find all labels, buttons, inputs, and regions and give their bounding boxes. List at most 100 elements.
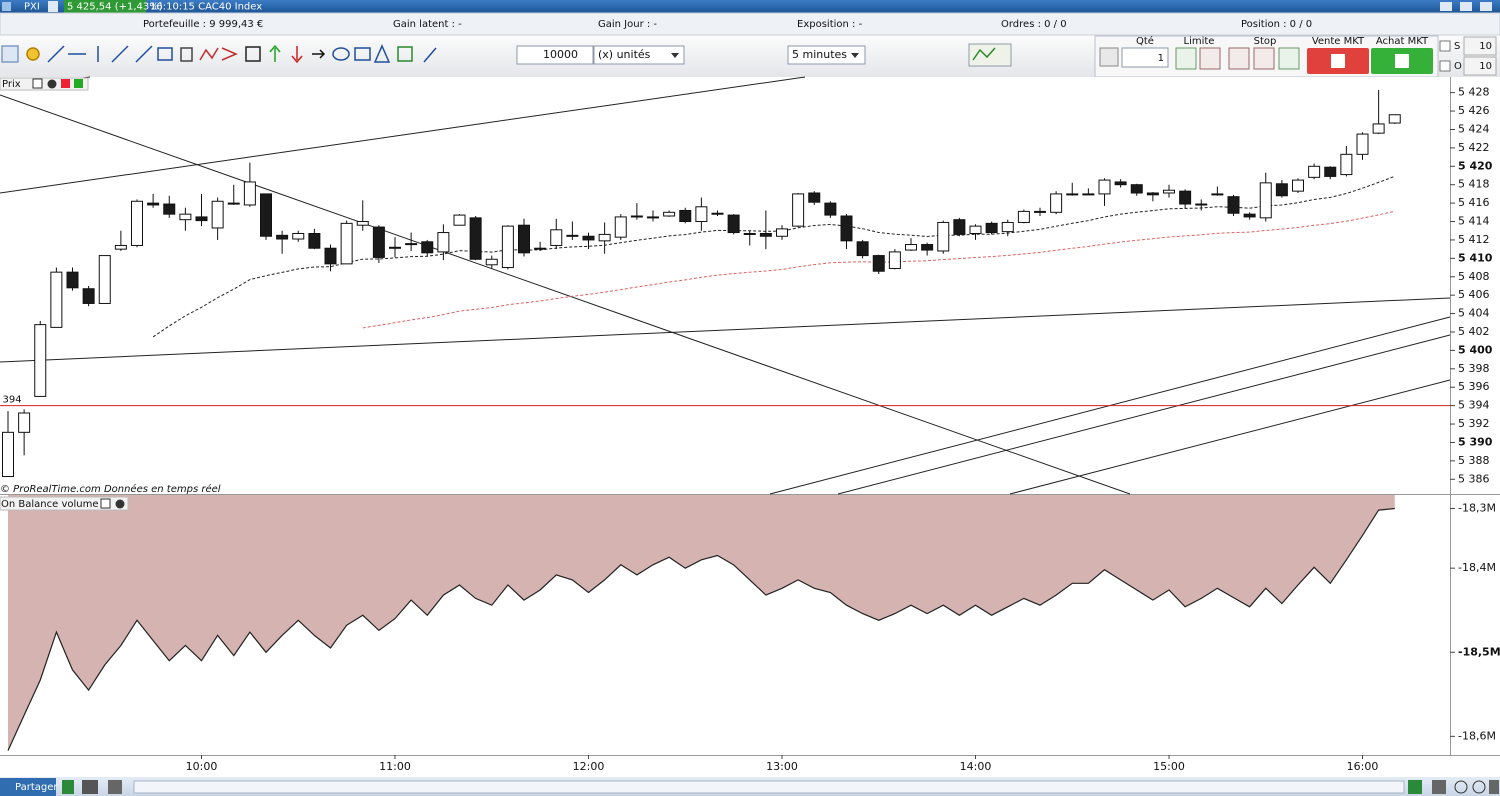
panel-down-button[interactable] xyxy=(61,79,70,88)
candle-body xyxy=(18,412,31,433)
y-tick-label: 5 390 xyxy=(1458,435,1493,448)
obv-area xyxy=(8,495,1395,751)
position[interactable]: Position : 0 / 0 xyxy=(1241,19,1312,30)
candle-body xyxy=(582,235,595,241)
delete-tool[interactable] xyxy=(180,47,193,62)
zoom-out[interactable] xyxy=(1472,780,1486,794)
fan-tool[interactable] xyxy=(221,47,238,61)
candle-body xyxy=(840,215,853,242)
pointer-tool[interactable] xyxy=(1,45,19,63)
minimize[interactable] xyxy=(1440,2,1452,11)
orders[interactable]: Ordres : 0 / 0 xyxy=(1001,19,1067,30)
settings-button[interactable] xyxy=(1099,47,1119,67)
indicator-button[interactable] xyxy=(968,43,1012,67)
buy-arrow-tool[interactable] xyxy=(269,44,281,62)
candle-body xyxy=(163,203,176,215)
scrollbar[interactable] xyxy=(133,780,1405,794)
channel-tool[interactable] xyxy=(111,45,129,63)
fib-tool[interactable] xyxy=(135,45,153,63)
info-bar xyxy=(0,12,1500,36)
o-input[interactable] xyxy=(1463,56,1497,76)
pattern-tool[interactable] xyxy=(397,46,413,62)
footer-icon[interactable] xyxy=(108,780,122,794)
candle-body xyxy=(1130,184,1143,194)
candle-body xyxy=(372,226,385,258)
limit-buy[interactable] xyxy=(1175,47,1197,70)
candle-body xyxy=(598,233,611,242)
qty-input[interactable] xyxy=(1121,47,1169,68)
candle-body xyxy=(727,214,740,234)
y-tick-label: 5 406 xyxy=(1458,288,1490,301)
symbol[interactable]: PXI xyxy=(24,2,40,13)
quantity-input[interactable] xyxy=(516,45,594,65)
s-value: 10 xyxy=(1479,41,1492,52)
s-input[interactable] xyxy=(1463,36,1497,56)
panel-window-button[interactable] xyxy=(32,78,43,89)
candle-body xyxy=(1227,196,1240,214)
info-icon[interactable] xyxy=(48,1,58,12)
stop-other[interactable] xyxy=(1278,47,1300,70)
stop-sell[interactable] xyxy=(1253,47,1275,70)
trendline xyxy=(0,76,806,194)
hammer-tool[interactable] xyxy=(157,47,173,61)
ray-tool[interactable] xyxy=(423,47,437,63)
footer-icon[interactable] xyxy=(1432,780,1446,794)
y-tick-label: 5 394 xyxy=(1458,399,1490,412)
candle-body xyxy=(50,271,63,328)
y-tick-label: 5 424 xyxy=(1458,122,1490,135)
time-instrument: 16:10:15 CAC40 Index xyxy=(150,2,262,13)
arrow-tool[interactable] xyxy=(312,49,326,59)
limit-sell[interactable] xyxy=(1199,47,1221,70)
maximize[interactable] xyxy=(1460,2,1472,11)
y-tick-label: 5 408 xyxy=(1458,270,1490,283)
candle-body xyxy=(1388,114,1401,124)
y-tick-label: 5 400 xyxy=(1458,343,1493,356)
y-tick-label: 5 418 xyxy=(1458,178,1490,191)
rectangle-tool[interactable] xyxy=(354,47,371,61)
zoom-in[interactable] xyxy=(1454,780,1468,794)
quantity: 10000 xyxy=(543,48,578,61)
triangle-tool[interactable] xyxy=(373,44,391,63)
footer-icon[interactable] xyxy=(1408,780,1422,794)
unit-select[interactable] xyxy=(593,45,685,65)
close[interactable] xyxy=(1480,2,1492,11)
candle-body xyxy=(1195,203,1208,206)
candle-body xyxy=(195,216,208,222)
o-label: O xyxy=(1454,61,1462,72)
candle-body xyxy=(276,234,289,240)
dropdown-arrow xyxy=(671,53,679,58)
candle-body xyxy=(953,219,966,235)
quote-box xyxy=(64,0,146,13)
stop-buy[interactable] xyxy=(1228,47,1250,70)
dropdown-arrow xyxy=(851,53,859,58)
footer-icon[interactable] xyxy=(82,780,98,794)
trendline xyxy=(1009,379,1451,495)
sell-arrow-tool[interactable] xyxy=(291,46,303,64)
period-select[interactable] xyxy=(787,45,866,65)
candle-body xyxy=(421,241,434,254)
candle-body xyxy=(1146,192,1159,196)
s-checkbox[interactable] xyxy=(1439,40,1451,52)
app-icon xyxy=(2,2,11,11)
zigzag-tool[interactable] xyxy=(199,47,219,61)
candle-body xyxy=(405,243,418,246)
candle-body xyxy=(1179,190,1192,205)
panel-window-button[interactable] xyxy=(100,498,111,509)
candle-body xyxy=(292,232,305,240)
panel-close-button[interactable] xyxy=(47,79,57,89)
text-tool[interactable] xyxy=(245,46,261,62)
alert-tool[interactable] xyxy=(26,47,40,61)
panel-up-button[interactable] xyxy=(74,79,83,88)
line-tool[interactable] xyxy=(47,45,65,63)
footer-icon[interactable] xyxy=(1489,780,1499,794)
candle-body xyxy=(1098,179,1111,195)
footer-icon[interactable] xyxy=(62,780,74,794)
panel-close-button[interactable] xyxy=(115,499,125,509)
ellipse-tool[interactable] xyxy=(332,47,350,61)
candle-body xyxy=(663,211,676,217)
o-checkbox[interactable] xyxy=(1439,60,1451,72)
indicator-icon xyxy=(972,47,996,61)
drawing-tools xyxy=(1,44,437,64)
share-button[interactable] xyxy=(0,778,56,796)
candle-body xyxy=(1066,193,1079,196)
